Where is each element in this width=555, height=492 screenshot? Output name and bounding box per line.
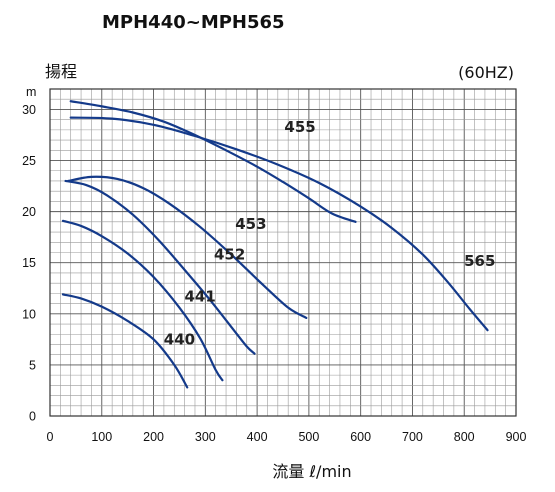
pump-curve-452 <box>64 179 256 355</box>
pump-curve-440 <box>61 293 189 389</box>
y-tick-label: 15 <box>22 256 36 270</box>
x-tick-label: 500 <box>298 430 319 444</box>
x-axis-label: 流量 ℓ/min <box>272 462 351 481</box>
y-axis-label: 揚程 <box>45 62 77 81</box>
x-tick-label: 400 <box>247 430 268 444</box>
y-axis-ticks: 0 5 10 15 20 25 30 <box>22 103 36 424</box>
chart-title: MPH440~MPH565 <box>102 12 285 33</box>
y-tick-label: 25 <box>22 154 36 168</box>
x-tick-label: 700 <box>402 430 423 444</box>
curve-label-453: 453 <box>235 215 266 233</box>
pump-curve-453 <box>67 175 308 319</box>
curve-label-440: 440 <box>164 330 195 348</box>
plot-frame <box>49 88 517 417</box>
frequency-note: (60HZ) <box>458 63 514 82</box>
pump-curves <box>61 100 489 389</box>
x-tick-label: 900 <box>506 430 527 444</box>
x-tick-label: 0 <box>47 430 54 444</box>
y-tick-label: 10 <box>22 307 36 321</box>
y-tick-label: 20 <box>22 205 36 219</box>
curve-labels: 455 453 452 441 440 565 <box>164 118 496 349</box>
curve-label-441: 441 <box>184 288 215 306</box>
y-tick-label: 0 <box>29 410 36 424</box>
y-tick-label: 5 <box>29 358 36 372</box>
pump-curve-565 <box>69 116 489 332</box>
x-tick-label: 300 <box>195 430 216 444</box>
pump-curve-455 <box>69 100 357 223</box>
pump-curve-441 <box>61 219 224 382</box>
y-tick-label: 30 <box>22 103 36 117</box>
x-tick-label: 100 <box>91 430 112 444</box>
chart-grid <box>49 88 517 417</box>
x-tick-label: 800 <box>454 430 475 444</box>
curve-label-565: 565 <box>464 252 495 270</box>
x-tick-label: 200 <box>143 430 164 444</box>
x-tick-label: 600 <box>350 430 371 444</box>
y-axis-unit: m <box>26 85 36 99</box>
curve-label-452: 452 <box>214 246 245 264</box>
x-axis-ticks: 0 100 200 300 400 500 600 700 800 900 <box>47 430 527 444</box>
curve-label-455: 455 <box>284 118 315 136</box>
